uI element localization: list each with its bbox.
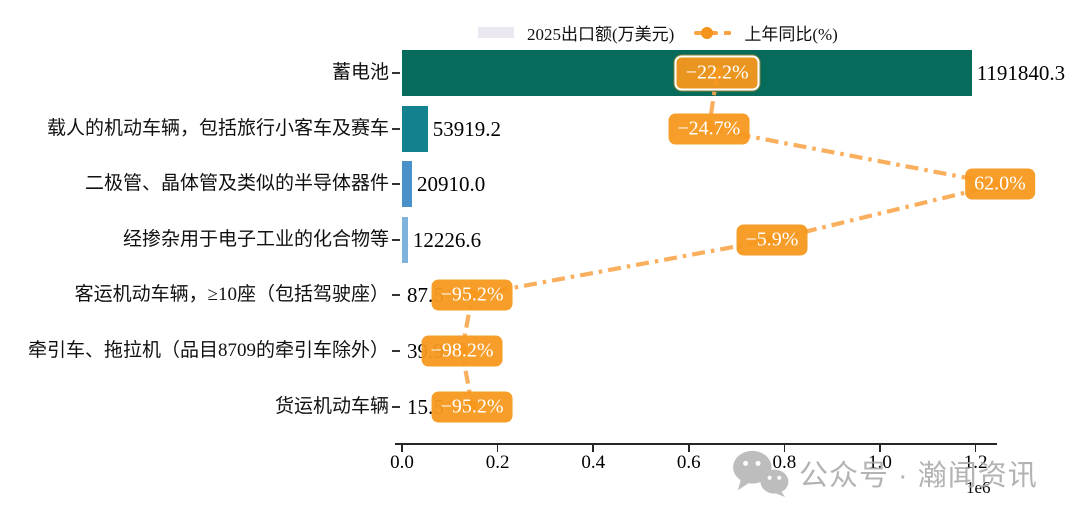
pct-badge: −22.2% — [674, 55, 760, 91]
pct-badge: −95.2% — [431, 279, 513, 311]
bar — [402, 161, 412, 208]
category-label: 蓄电池 — [331, 62, 389, 83]
category-tick — [392, 350, 400, 352]
category-tick — [392, 72, 400, 74]
value-label: 1191840.3 — [976, 61, 1066, 85]
pct-badge: −24.7% — [668, 113, 750, 145]
category-label: 二极管、晶体管及类似的半导体器件 — [84, 173, 389, 195]
category-tick — [392, 127, 400, 130]
x-tick-label: 0.8 — [772, 452, 797, 473]
x-tick — [688, 444, 690, 452]
pct-badge: −95.2% — [431, 391, 513, 423]
legend-line-label: 上年同比(%) — [744, 25, 838, 44]
legend-bar-swatch — [478, 27, 514, 38]
legend-bar-label: 2025出口额(万美元) — [527, 25, 675, 44]
axis-offset-label: 1e6 — [966, 478, 991, 497]
category-label: 载人的机动车辆，包括旅行小客车及赛车 — [46, 117, 389, 139]
legend: 2025出口额(万美元) 上年同比(%) — [478, 20, 838, 45]
x-tick — [592, 444, 594, 452]
wechat-icon — [733, 450, 789, 498]
value-label: 12226.6 — [412, 227, 482, 252]
value-label: 20910.0 — [416, 172, 486, 197]
category-tick — [392, 405, 400, 408]
category-label: 客运机动车辆，≥10座（包括驾驶座） — [74, 284, 389, 306]
x-tick — [783, 444, 786, 452]
category-tick — [392, 238, 400, 241]
pct-badge: −5.9% — [736, 224, 808, 256]
x-tick — [879, 444, 881, 452]
x-tick — [974, 444, 977, 452]
category-tick — [392, 183, 400, 186]
watermark-text: 公众号 · 瀚闻资讯 — [799, 460, 1038, 492]
category-tick — [392, 294, 400, 297]
legend-line-dash — [724, 30, 732, 35]
category-label: 货运机动车辆 — [274, 395, 389, 417]
x-tick-label: 0.0 — [390, 452, 414, 473]
value-label: 53919.2 — [432, 116, 502, 141]
x-tick-label: 0.6 — [676, 452, 701, 473]
x-tick-label: 1.0 — [868, 452, 892, 473]
legend-line-marker — [694, 26, 734, 40]
category-label: 经掺杂用于电子工业的化合物等 — [122, 228, 389, 250]
x-tick — [401, 444, 403, 452]
pct-badge: −98.2% — [421, 335, 503, 367]
pct-badge: 62.0% — [965, 168, 1035, 200]
x-axis — [395, 443, 997, 445]
bar — [402, 105, 428, 152]
x-tick-label: 0.4 — [581, 452, 606, 473]
bar — [402, 216, 408, 263]
watermark: 公众号 · 瀚闻资讯 — [729, 448, 1038, 498]
x-tick-label: 1.2 — [963, 452, 988, 473]
x-tick — [496, 444, 499, 452]
category-label: 牵引车、拖拉机（品目8709的牵引车除外） — [27, 340, 389, 361]
legend-line-dot — [701, 26, 714, 39]
x-tick-label: 0.2 — [485, 452, 510, 473]
